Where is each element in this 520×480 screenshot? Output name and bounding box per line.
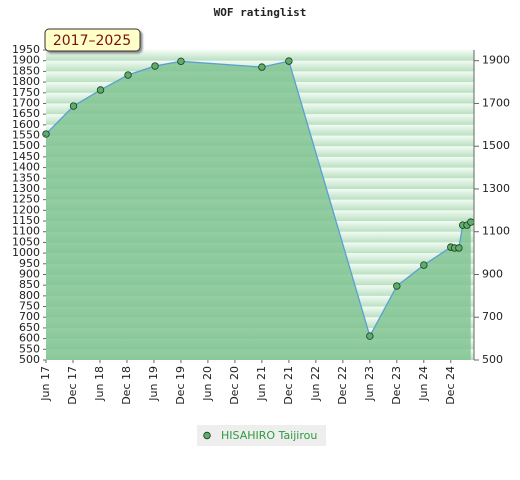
point — [455, 244, 463, 252]
x-tick-label: Dec 22 — [336, 366, 349, 405]
y2-tick-label: 700 — [482, 310, 503, 323]
background-band — [46, 50, 474, 61]
x-tick-label: Jun 21 — [255, 366, 268, 402]
legend-marker — [203, 431, 211, 440]
y-tick-label: 1950 — [12, 43, 40, 56]
y-tick-label: 1100 — [12, 225, 40, 238]
annotation-box — [44, 28, 141, 52]
y-tick-label: 1300 — [12, 182, 40, 195]
y-tick-label: 1000 — [12, 246, 40, 259]
x-tick-label: Jun 23 — [363, 366, 376, 402]
y-tick-label: 550 — [19, 342, 40, 355]
x-tick-label: Dec 21 — [282, 366, 295, 405]
y-tick-label: 1700 — [12, 96, 40, 109]
y-tick-label: 800 — [19, 289, 40, 302]
y-tick-label: 700 — [19, 310, 40, 323]
y-tick-label: 1650 — [12, 107, 40, 120]
x-tick-label: Jun 22 — [309, 366, 322, 402]
point — [420, 261, 428, 269]
y-tick-label: 1050 — [12, 235, 40, 248]
y-tick-label: 1150 — [12, 214, 40, 227]
chart-title: WOF ratinglist — [214, 6, 307, 19]
y-tick-label: 1200 — [12, 203, 40, 216]
point — [285, 57, 293, 65]
y2-tick-label: 900 — [482, 267, 503, 280]
y-tick-label: 900 — [19, 267, 40, 280]
x-tick-label: Dec 24 — [444, 366, 457, 405]
y2-tick-label: 1700 — [482, 96, 510, 109]
legend — [197, 425, 326, 446]
x-tick-label: Dec 19 — [174, 366, 187, 405]
x-tick-label: Dec 18 — [120, 366, 133, 405]
y2-tick-label: 500 — [482, 353, 503, 366]
point — [69, 102, 78, 110]
x-tick-label: Jun 17 — [39, 366, 52, 402]
y2-tick-label: 1500 — [482, 139, 510, 152]
y-tick-label: 500 — [19, 353, 40, 366]
point — [258, 63, 266, 71]
x-tick-label: Dec 17 — [66, 366, 79, 405]
plot-area — [42, 50, 475, 360]
y-tick-label: 1500 — [12, 139, 40, 152]
point — [151, 62, 159, 70]
x-tick-label: Jun 24 — [417, 366, 430, 402]
x-tick-label: Jun 18 — [93, 366, 106, 402]
y-tick-label: 1400 — [12, 161, 40, 174]
y-tick-label: 1550 — [12, 129, 40, 142]
point — [366, 332, 374, 340]
point — [96, 86, 105, 94]
area — [46, 61, 471, 360]
y2-tick-label: 1100 — [482, 225, 510, 238]
x-tick-label: Jun 19 — [147, 366, 160, 402]
point — [467, 218, 475, 226]
y-tick-label: 1800 — [12, 75, 40, 88]
x-tick-label: Dec 20 — [228, 366, 241, 405]
y2-tick-label: 1900 — [482, 54, 510, 67]
point — [42, 130, 50, 138]
annotation: 2017–2025 — [53, 33, 131, 49]
y-tick-label: 1750 — [12, 86, 40, 99]
y-tick-label: 1600 — [12, 118, 40, 131]
y-tick-label: 750 — [19, 300, 40, 313]
y-tick-label: 1450 — [12, 150, 40, 163]
y-tick-label: 600 — [19, 332, 40, 345]
y-tick-label: 1900 — [12, 54, 40, 67]
y-tick-label: 950 — [19, 257, 40, 270]
legend-label: HISAHIRO Taijirou — [221, 429, 317, 442]
point — [177, 57, 185, 66]
y2-tick-label: 1300 — [482, 182, 510, 195]
x-tick-label: Jun 20 — [201, 366, 214, 402]
y-tick-label: 1350 — [12, 171, 40, 184]
point — [393, 282, 401, 290]
y-tick-label: 850 — [19, 278, 40, 291]
x-tick-label: Dec 23 — [390, 366, 403, 405]
y-tick-label: 650 — [19, 321, 40, 334]
y-tick-label: 1850 — [12, 64, 40, 77]
y-tick-label: 1250 — [12, 193, 40, 206]
point — [124, 71, 132, 79]
